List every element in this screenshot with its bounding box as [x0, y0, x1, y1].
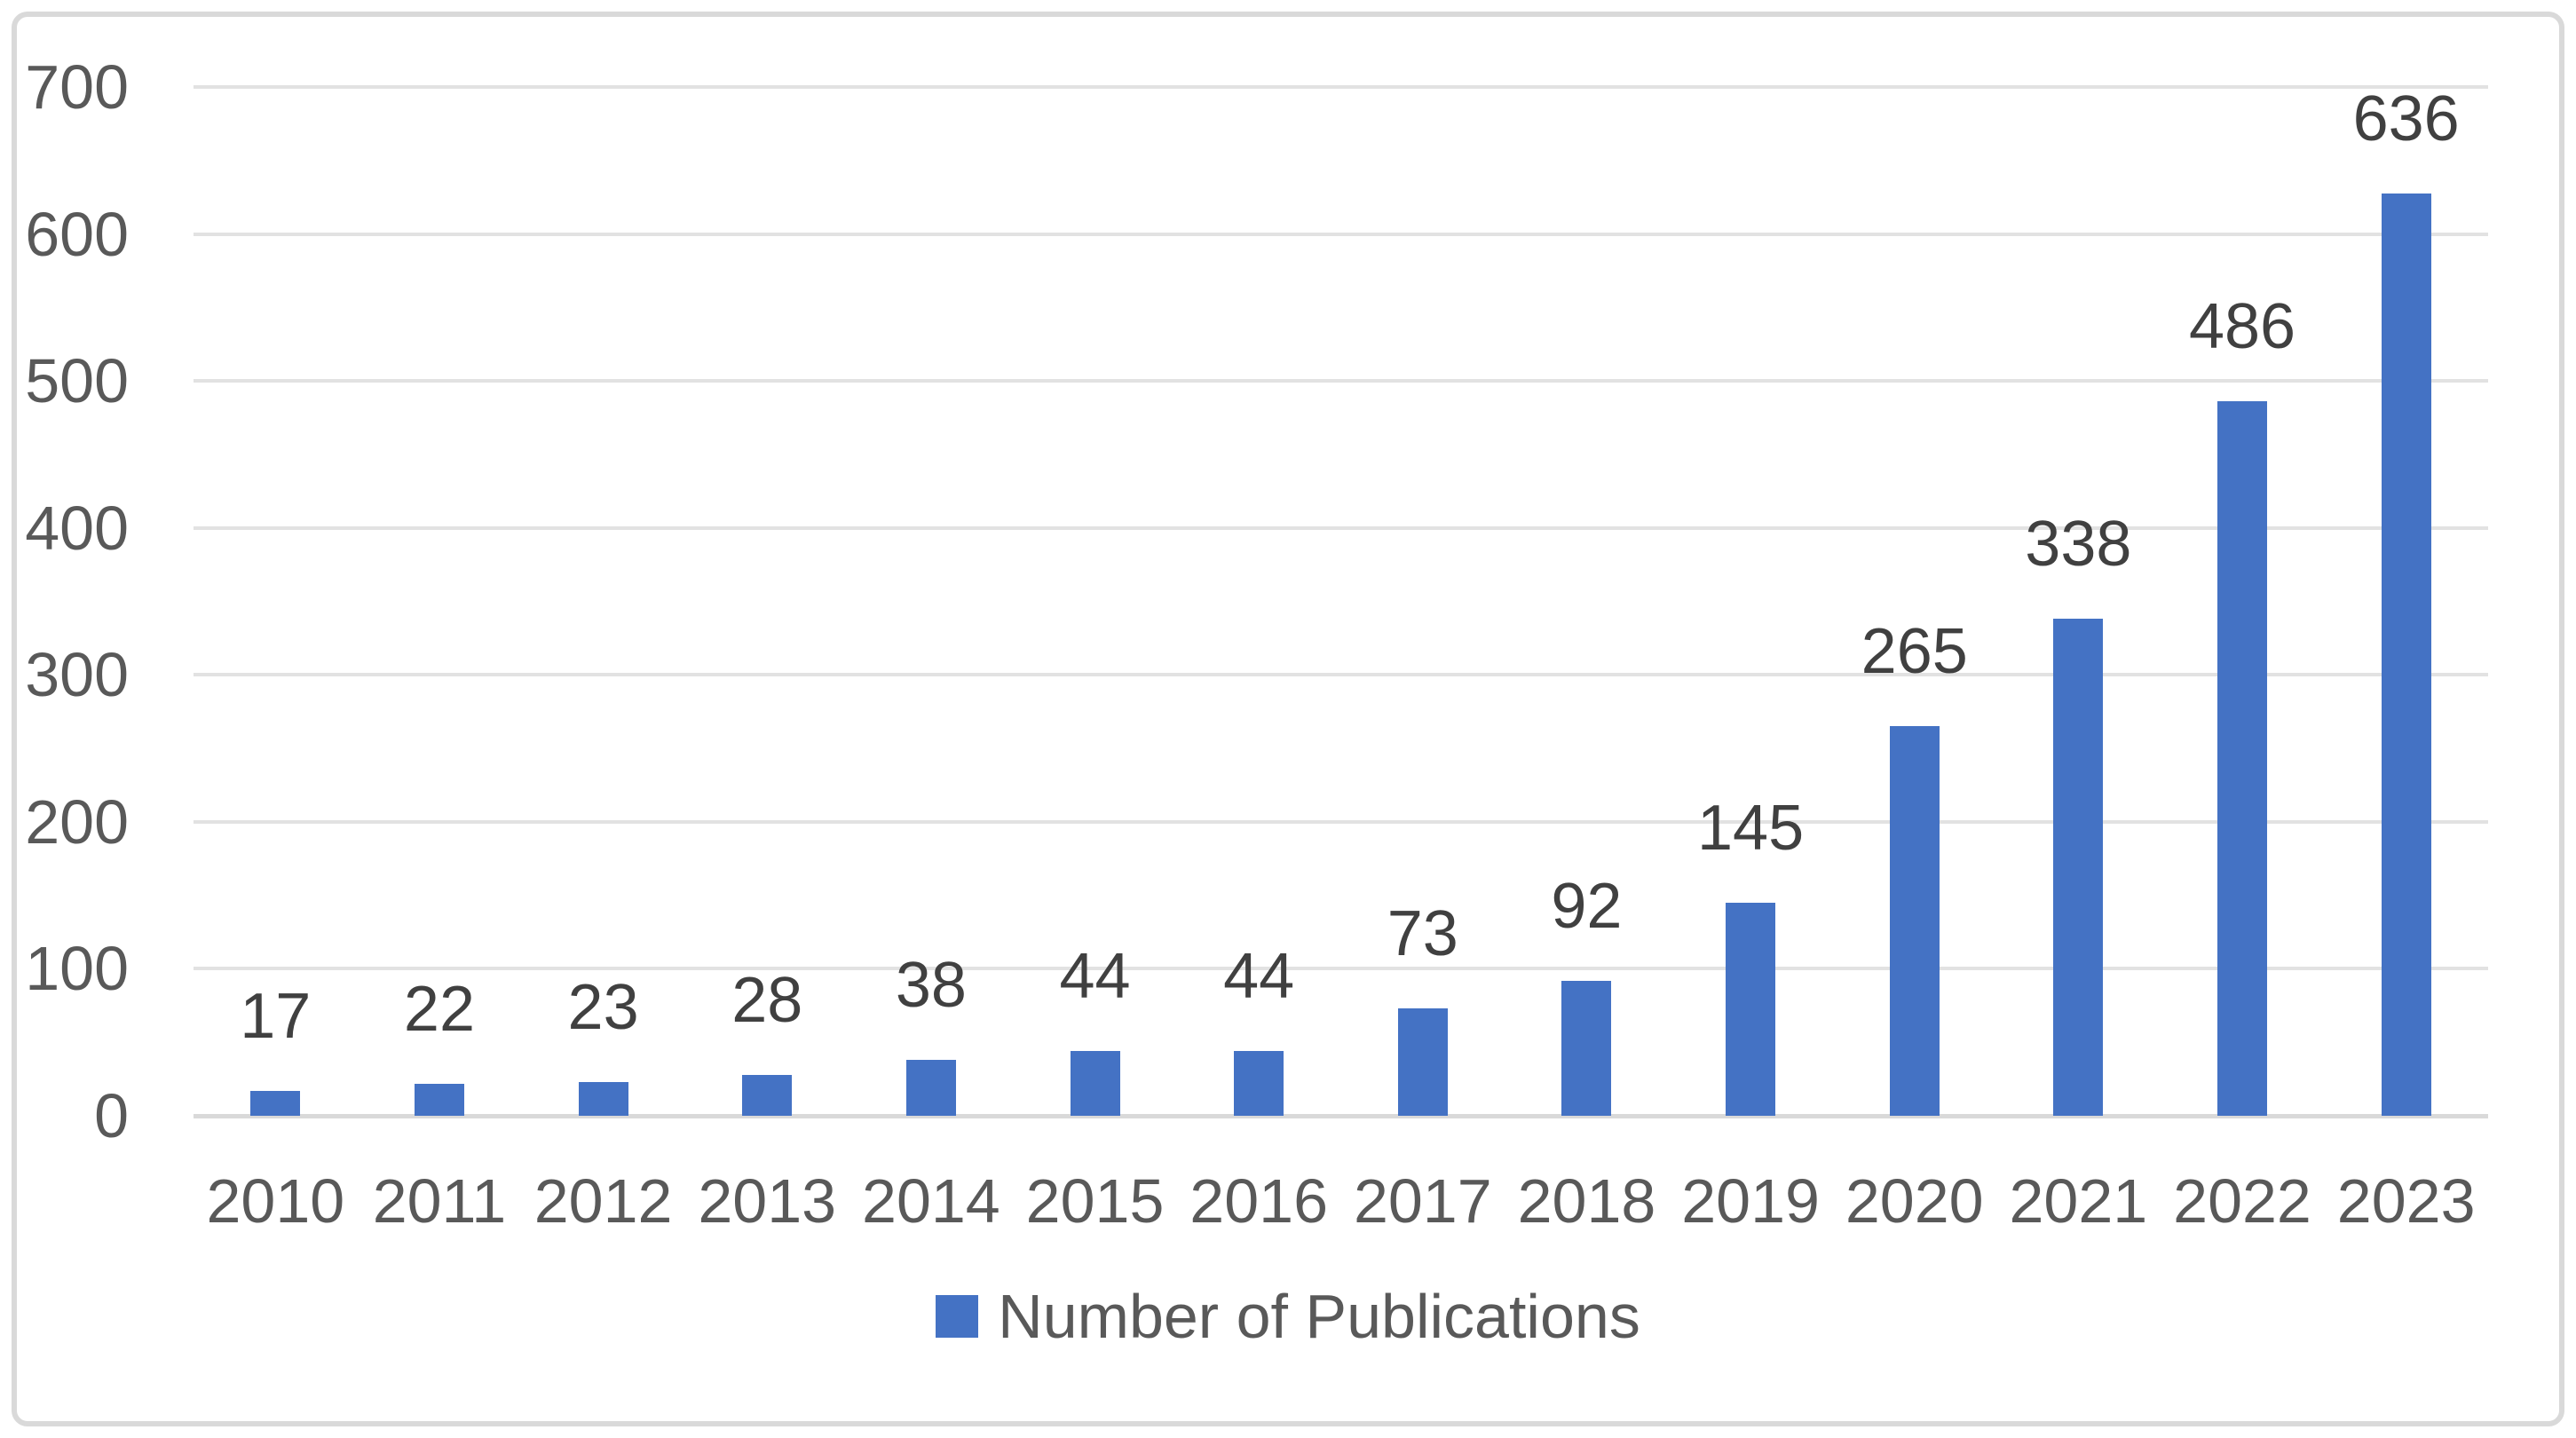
x-tick-label-2018: 2018 — [1517, 1166, 1656, 1236]
gridline-600 — [194, 232, 2488, 236]
y-axis: 0 100 200 300 400 500 600 700 — [0, 56, 129, 1147]
y-tick-label-700: 700 — [25, 52, 129, 122]
bar-column-2019: 145 — [1669, 87, 1833, 1116]
x-tick-label-2015: 2015 — [1025, 1166, 1165, 1236]
gridline-500 — [194, 379, 2488, 383]
x-tick-label-2014: 2014 — [862, 1166, 1000, 1236]
bar-value-label-2018: 92 — [1551, 870, 1623, 942]
bar-column-2022: 486 — [2161, 87, 2325, 1116]
bar-2011 — [414, 1083, 464, 1116]
bar-column-2021: 338 — [1996, 87, 2161, 1116]
bar-2019 — [1726, 902, 1776, 1116]
gridline-400 — [194, 525, 2488, 530]
x-tick-label-2022: 2022 — [2173, 1166, 2311, 1236]
bar-value-label-2020: 265 — [1861, 616, 1968, 688]
bar-value-label-2011: 22 — [403, 973, 475, 1045]
gridline-300 — [194, 673, 2488, 677]
legend-label: Number of Publications — [998, 1282, 1640, 1351]
bar-column-2013: 28 — [685, 87, 849, 1116]
bar-2013 — [742, 1074, 793, 1116]
bar-value-label-2013: 28 — [731, 964, 803, 1036]
bar-column-2011: 22 — [358, 87, 522, 1116]
bar-2014 — [905, 1060, 956, 1116]
bar-2018 — [1561, 980, 1612, 1116]
y-tick-label-100: 100 — [25, 934, 129, 1004]
bar-column-2012: 23 — [521, 87, 685, 1116]
y-tick-label-400: 400 — [25, 493, 129, 563]
bar-value-label-2012: 23 — [567, 971, 639, 1043]
x-tick-label-2016: 2016 — [1189, 1166, 1329, 1236]
y-tick-label-0: 0 — [94, 1081, 129, 1150]
x-tick-label-2020: 2020 — [1845, 1166, 1984, 1236]
x-tick-label-2011: 2011 — [372, 1166, 507, 1236]
bar-value-label-2021: 338 — [2025, 509, 2132, 581]
bar-value-label-2010: 17 — [240, 980, 312, 1052]
bar-2010 — [250, 1090, 301, 1116]
chart-border — [12, 12, 2564, 1426]
bar-2022 — [2217, 401, 2267, 1116]
bar-value-label-2014: 38 — [895, 950, 967, 1022]
bar-value-label-2015: 44 — [1059, 941, 1131, 1013]
bar-2017 — [1397, 1008, 1448, 1116]
x-tick-label-2012: 2012 — [533, 1166, 673, 1236]
x-tick-label-2023: 2023 — [2336, 1166, 2476, 1236]
bar-value-label-2019: 145 — [1697, 792, 1805, 864]
legend-marker-icon — [936, 1295, 979, 1338]
x-axis: 2010 2011 2012 2013 2014 2015 2016 2017 2018 2019… — [194, 1170, 2488, 1232]
bar-column-2017: 73 — [1340, 87, 1505, 1116]
bar-2016 — [1234, 1051, 1284, 1116]
legend: Number of Publications — [0, 1285, 2576, 1347]
x-axis-line — [194, 1114, 2488, 1118]
x-tick-label-2021: 2021 — [2009, 1166, 2148, 1236]
y-tick-label-300: 300 — [25, 640, 129, 710]
bar-column-2015: 44 — [1013, 87, 1177, 1116]
bar-value-label-2016: 44 — [1223, 941, 1295, 1013]
x-tick-label-2017: 2017 — [1353, 1166, 1492, 1236]
x-tick-label-2010: 2010 — [206, 1166, 345, 1236]
bar-series: 17 22 23 28 38 44 44 73 92 145 265 338 486 636 — [194, 87, 2488, 1116]
bar-value-label-2022: 486 — [2188, 291, 2296, 363]
bar-value-label-2023: 636 — [2352, 83, 2460, 154]
gridline-200 — [194, 819, 2488, 824]
bar-2015 — [1070, 1051, 1120, 1116]
plot-area: 17 22 23 28 38 44 44 73 92 145 265 338 486 636 — [194, 85, 2488, 1118]
bar-2023 — [2381, 194, 2431, 1116]
bar-column-2014: 38 — [849, 87, 1014, 1116]
bar-column-2010: 17 — [194, 87, 358, 1116]
bar-column-2023: 636 — [2324, 87, 2488, 1116]
gridline-100 — [194, 967, 2488, 971]
bar-2012 — [578, 1081, 628, 1116]
bar-column-2016: 44 — [1177, 87, 1341, 1116]
bar-column-2020: 265 — [1832, 87, 1996, 1116]
bar-2020 — [1889, 726, 1940, 1116]
y-tick-label-600: 600 — [25, 199, 129, 269]
bar-2021 — [2053, 619, 2104, 1116]
x-tick-label-2013: 2013 — [698, 1166, 837, 1236]
x-tick-label-2019: 2019 — [1681, 1166, 1820, 1236]
gridline-700 — [194, 85, 2488, 89]
bar-value-label-2017: 73 — [1387, 898, 1458, 970]
bar-column-2018: 92 — [1505, 87, 1669, 1116]
y-tick-label-200: 200 — [25, 786, 129, 857]
y-tick-label-500: 500 — [25, 346, 129, 416]
